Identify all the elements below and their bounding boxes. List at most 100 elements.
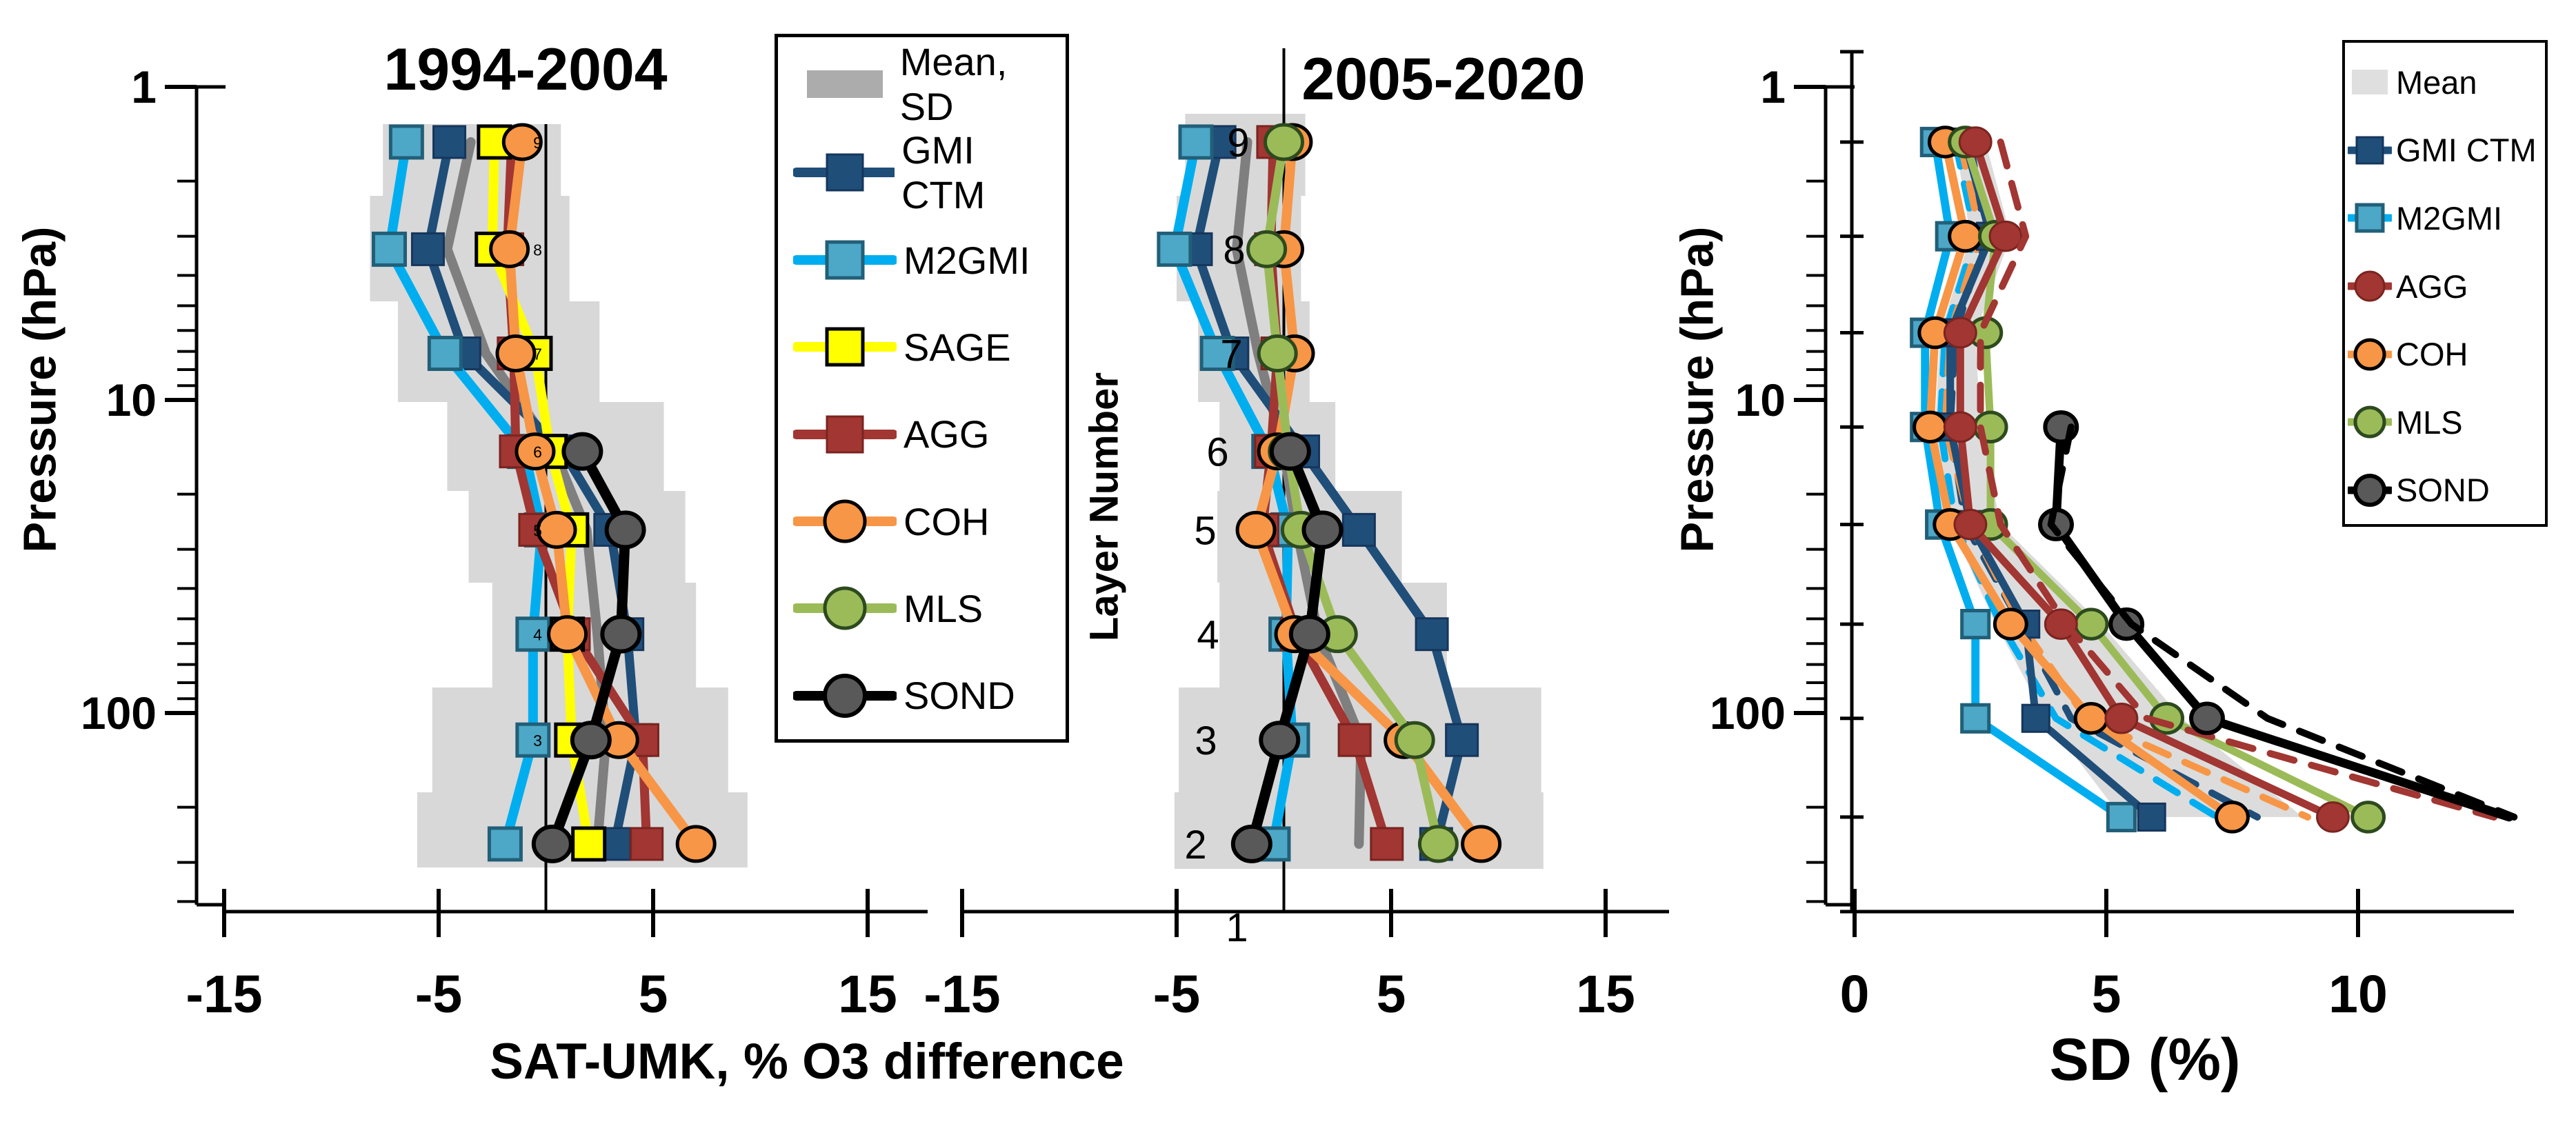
layer-number-label: 4 (1197, 613, 1219, 658)
legend-item-sage: SAGE (778, 303, 1066, 390)
x-axis-label-difference: SAT-UMK, % O3 difference (490, 1034, 1124, 1090)
legend-item-label: AGG (903, 412, 990, 456)
legend-marker (825, 240, 865, 280)
marker-sond (604, 510, 646, 550)
marker-agg (1943, 317, 1977, 349)
marker-agg (1953, 508, 1988, 541)
legend-item-label: SOND (2396, 472, 2490, 509)
legend-marker (823, 673, 867, 718)
marker-m2gmi (1199, 335, 1235, 371)
series-line-sond_d (2047, 423, 2518, 821)
marker-agg (1370, 827, 1404, 861)
marker-agg (2316, 801, 2350, 833)
layer-number-small-label: 4 (533, 626, 542, 644)
marker-coh (2073, 701, 2109, 735)
sond-swatch-icon (2348, 473, 2392, 507)
legend-marker (2355, 136, 2384, 165)
mls-swatch-icon (2348, 405, 2392, 439)
legend-marker (825, 327, 865, 367)
layer-number-label: 7 (1220, 332, 1242, 377)
marker-agg (1337, 723, 1372, 757)
legend-item-agg: AGG (778, 391, 1066, 478)
layer-number-label: 5 (1194, 508, 1216, 553)
marker-m2gmi (1157, 231, 1192, 267)
legend-item-label: Mean, SD (899, 40, 1008, 128)
marker-m2gmi (427, 335, 463, 371)
x-axis-tick-label: 5 (2092, 965, 2121, 1024)
legend-marker (2353, 405, 2386, 439)
legend-item-mean: Mean (2345, 48, 2545, 117)
marker-coh (675, 825, 717, 863)
marker-m2gmi (515, 616, 551, 652)
marker-mls (1246, 230, 1288, 268)
panel-title-left: 1994-2004 (383, 37, 668, 103)
marker-coh (547, 615, 588, 654)
series-line-gmi (1191, 137, 1467, 849)
x-axis-tick-label: -15 (186, 965, 262, 1024)
marker-mls (1417, 825, 1459, 863)
marker-gmi (2021, 703, 2050, 733)
marker-sage (571, 826, 607, 862)
marker-sond (1259, 721, 1301, 760)
marker-mls (1257, 334, 1298, 372)
legend-item-label: AGG (2396, 268, 2468, 305)
marker-coh (501, 123, 543, 161)
mean-patch (807, 70, 883, 98)
panel-1994-2004: 9 8 7 6 5 4 3 -15 -5 5 15 (186, 123, 928, 1024)
legend-item-label: SOND (903, 674, 1015, 718)
marker-coh (489, 230, 530, 268)
legend-item-label: Mean (2396, 63, 2477, 101)
marker-gmi (410, 232, 445, 266)
agg-swatch-icon (793, 415, 897, 454)
legend-marker (823, 586, 867, 630)
series-line-agg_d (1977, 138, 2498, 821)
legend-item-gmi-ctm: GMI CTM (778, 128, 1066, 217)
y-tick-label: 1 (1760, 61, 1786, 112)
marker-agg (1988, 220, 2023, 252)
legend-item-coh: COH (778, 478, 1066, 565)
x-axis-label-sd: SD (%) (2049, 1027, 2241, 1093)
legend-item-sond: SOND (2345, 456, 2545, 524)
layer-number-small-label: 6 (533, 443, 542, 461)
layer-number-small-label: 3 (533, 732, 542, 750)
marker-coh (2215, 801, 2250, 834)
marker-sond (2189, 701, 2225, 735)
legend-item-gmi-ctm: GMI CTM (2345, 117, 2545, 185)
layer-number-label: 9 (1227, 121, 1249, 165)
legend-item-mean-sd: Mean, SD (778, 40, 1066, 128)
layer-number-label: 3 (1195, 719, 1217, 763)
marker-gmi (1415, 617, 1449, 652)
marker-m2gmi (1960, 703, 1991, 734)
pressure-ruler-left: 1 10 100 (81, 61, 226, 907)
marker-gmi (1341, 512, 1376, 547)
x-axis-tick-label: 0 (1840, 965, 1870, 1024)
marker-sond (1301, 510, 1344, 550)
sond-swatch-icon (793, 673, 897, 718)
legend-marker (826, 153, 864, 192)
marker-mls (1264, 123, 1304, 161)
marker-coh (1948, 219, 1984, 253)
legend-item-m2gmi: M2GMI (2345, 184, 2545, 252)
marker-m2gmi (487, 826, 523, 862)
legend-marker (2354, 270, 2386, 302)
y-tick-label: 100 (1710, 688, 1786, 739)
x-axis-tick-label: 15 (1576, 965, 1635, 1024)
legend-item-label: MLS (903, 586, 984, 630)
marker-mls (1394, 721, 1435, 759)
legend-item-label: GMI CTM (901, 128, 986, 217)
y-tick-label: 1 (131, 61, 157, 112)
layer-number-small-label: 9 (533, 134, 542, 152)
marker-m2gmi (1960, 609, 1991, 640)
x-axis-tick-label: 10 (2328, 965, 2388, 1024)
layer-number-small-label: 5 (533, 521, 542, 539)
marker-agg (630, 827, 664, 861)
marker-sond (2108, 607, 2145, 641)
m2gmi-swatch-icon (2348, 203, 2392, 233)
marker-coh (536, 510, 577, 549)
marker-mls (2350, 801, 2386, 834)
marker-sond (531, 824, 573, 863)
marker-sond (570, 721, 612, 760)
layer-number-label: 6 (1206, 430, 1228, 475)
